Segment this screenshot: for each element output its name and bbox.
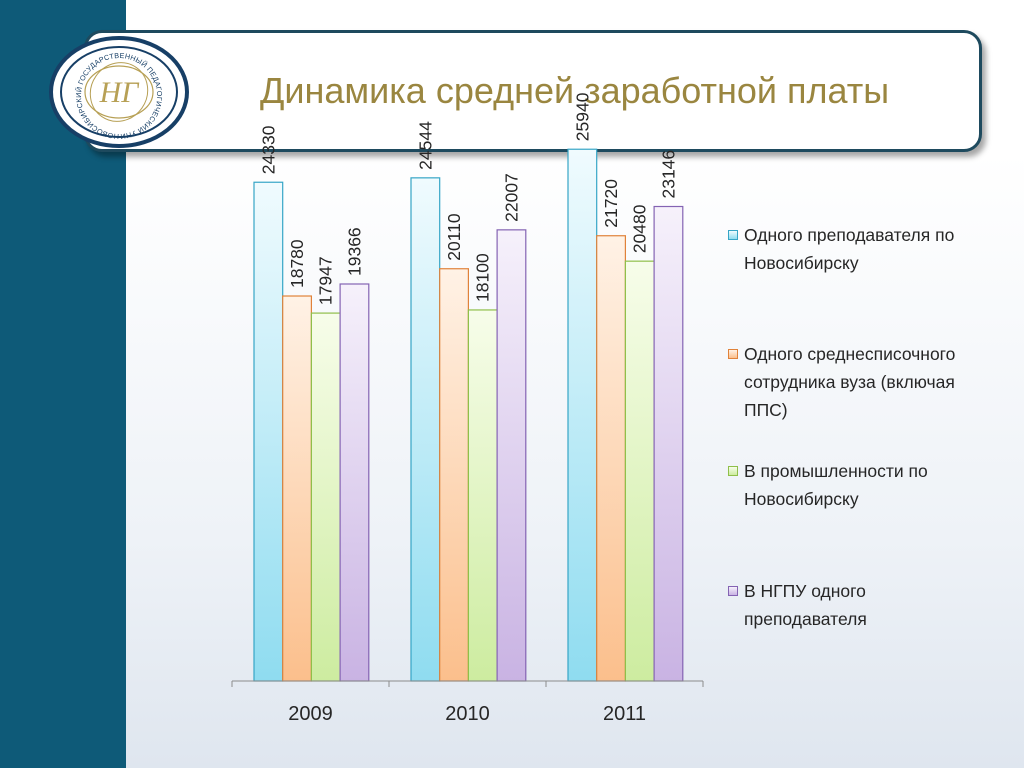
x-tick-label-2010: 2010 [445,703,490,725]
legend-label: Одного среднесписочного сотрудника вуза … [744,344,956,420]
bars-layer [253,148,684,682]
bar-2011-series-2 [596,235,627,682]
legend-label: В промышленности по Новосибирску [744,461,928,509]
data-label-2009-series-1: 24330 [258,125,278,174]
legend-item-series-4: В НГПУ одного преподавателя [728,577,988,633]
bar-2009-series-3 [310,312,341,682]
legend-swatch [728,466,738,476]
bar-2011-series-4 [653,205,684,682]
legend-swatch [728,586,738,596]
bar-2011-series-3 [624,260,655,682]
x-tick-label-2009: 2009 [288,703,333,725]
data-label-2010-series-1: 24544 [415,121,435,170]
bar-2010-series-2 [439,268,470,682]
legend-item-series-3: В промышленности по Новосибирску [728,457,988,513]
legend-item-series-1: Одного преподавателя по Новосибирску [728,221,988,277]
title-frame [84,30,982,152]
x-tick-label-2011: 2011 [603,703,646,725]
legend-swatch [728,230,738,240]
data-label-2009-series-4: 19366 [344,227,364,276]
data-label-2010-series-2: 20110 [444,213,464,261]
bar-2010-series-3 [467,309,498,682]
bar-2009-series-2 [282,295,313,682]
bar-2009-series-1 [253,181,284,682]
data-label-2009-series-2: 18780 [287,239,307,288]
data-label-2011-series-3: 20480 [630,204,650,253]
logo-monogram: НГ [99,76,141,109]
data-label-2009-series-3: 17947 [316,256,336,305]
data-labels-layer: 24330 18780 17947 19366 24544 20110 18100 22007… [258,92,678,305]
university-logo: НОВОСИБИРСКИЙ ГОСУДАРСТВЕННЫЙ ПЕДАГОГИЧЕ… [48,36,189,148]
data-label-2011-series-4: 23146 [658,150,678,199]
legend-label: В НГПУ одного преподавателя [744,581,867,629]
data-label-2010-series-4: 22007 [501,173,521,222]
bar-2009-series-4 [339,283,370,682]
slide-title: Динамика средней заработной платы [260,70,890,111]
legend-swatch [728,349,738,359]
data-label-2011-series-2: 21720 [601,179,621,228]
data-label-2011-series-1: 25940 [572,92,592,141]
data-label-2010-series-3: 18100 [473,253,493,302]
x-axis: 2009 2010 2011 [231,680,704,725]
legend-item-series-2: Одного среднесписочного сотрудника вуза … [728,340,988,424]
bar-2011-series-1 [567,148,598,682]
bar-2010-series-4 [496,229,527,682]
legend-label: Одного преподавателя по Новосибирску [744,225,955,273]
bar-2010-series-1 [410,177,441,682]
